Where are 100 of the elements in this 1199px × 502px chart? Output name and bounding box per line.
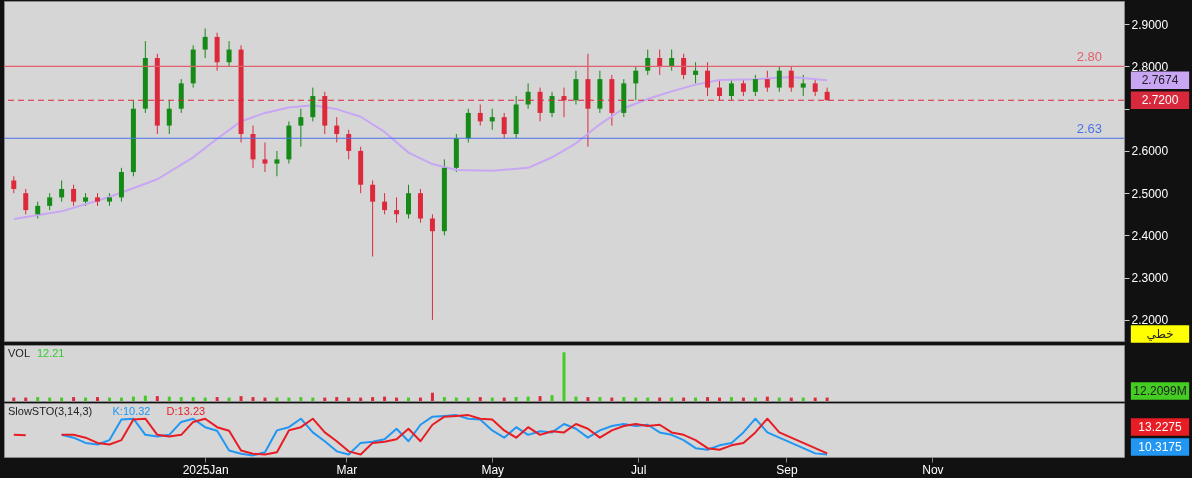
bar: [311, 397, 315, 401]
bar: [646, 397, 650, 401]
chart-title: SlowSTO(3,14,3): [8, 405, 93, 417]
bar: [586, 397, 590, 401]
text: 13.2275: [1138, 420, 1183, 434]
y-tick-label: 2.3000: [1131, 271, 1169, 286]
bar: [251, 397, 255, 401]
candlestick: [310, 87, 316, 122]
x-tick-label: Mar: [336, 462, 358, 477]
bar: [574, 396, 578, 401]
bar: [825, 397, 829, 401]
bar: [610, 397, 614, 401]
bar: [562, 352, 566, 401]
bar: [167, 396, 171, 401]
bar: [670, 397, 674, 401]
bar: [299, 397, 303, 401]
bar: [335, 397, 339, 401]
x-tick-label: Jul: [630, 462, 647, 477]
candlestick: [681, 53, 687, 80]
bar: [227, 397, 231, 401]
candlestick: [788, 65, 794, 93]
bar: [179, 397, 183, 401]
candlestick: [693, 61, 699, 84]
candlestick: [489, 108, 495, 131]
bar: [383, 396, 387, 401]
bar: [538, 396, 542, 401]
candlestick: [645, 49, 651, 76]
candlestick: [202, 27, 208, 59]
bar: [287, 397, 291, 401]
bar: [119, 397, 123, 401]
bar: [729, 397, 733, 401]
bar: [215, 397, 219, 401]
bar: [347, 397, 351, 401]
bar: [658, 397, 662, 401]
bar: [323, 397, 327, 401]
bar: [718, 397, 721, 401]
bar: [514, 397, 518, 401]
bar: [741, 397, 745, 401]
candlestick: [705, 61, 711, 97]
x-tick-label: 2025Jan: [182, 462, 229, 477]
bar: [490, 397, 494, 401]
bar: [48, 397, 52, 401]
candlestick: [501, 112, 507, 139]
candlestick: [429, 213, 435, 321]
bar: [682, 397, 686, 401]
bar: [430, 392, 434, 401]
text: 12.2099M: [1133, 384, 1187, 398]
candlestick: [776, 65, 782, 93]
candlestick: [764, 70, 770, 93]
bar: [777, 397, 781, 401]
bar: [598, 397, 602, 401]
bar: [143, 395, 147, 401]
bar: [765, 396, 769, 401]
bar: [359, 397, 363, 401]
candlestick: [406, 184, 411, 220]
bar: [706, 397, 710, 401]
bar: [694, 397, 698, 401]
candlestick: [728, 78, 734, 101]
bar: [466, 397, 470, 401]
text: 10.3175: [1138, 440, 1183, 454]
candlestick: [262, 141, 268, 173]
bar: [550, 395, 554, 401]
candlestick: [657, 49, 663, 76]
y-tick-label: 2.5000: [1131, 186, 1169, 201]
bar: [634, 397, 638, 401]
candlestick: [382, 192, 388, 215]
candlestick: [669, 49, 675, 72]
bar: [36, 397, 40, 401]
candlestick: [633, 65, 639, 101]
bar: [12, 397, 16, 401]
candlestick: [525, 82, 531, 110]
candlestick: [394, 196, 400, 224]
ref-line-label: 2.7200: [1141, 93, 1179, 108]
bar: [275, 397, 279, 401]
candlestick: [334, 116, 340, 143]
bar: [84, 397, 88, 401]
bar: [191, 397, 195, 401]
bar: [96, 397, 100, 401]
bar: [155, 396, 159, 401]
bar: [107, 397, 111, 401]
bar: [813, 397, 817, 401]
bar: [203, 397, 207, 401]
bar: [454, 397, 458, 401]
candlestick: [71, 184, 77, 207]
bar: [478, 397, 482, 401]
bar: [526, 396, 530, 401]
bar: [442, 397, 446, 401]
bar: [789, 397, 793, 401]
candlestick: [274, 150, 280, 177]
text: 2.7674: [1141, 73, 1179, 88]
candlestick: [370, 180, 376, 258]
ref-line-label: 2.63: [1076, 121, 1102, 137]
bar: [418, 397, 422, 401]
candlestick: [166, 99, 172, 135]
candlestick: [226, 40, 232, 67]
candlestick: [573, 70, 579, 105]
candlestick: [549, 91, 555, 118]
text: خطي: [1146, 327, 1174, 341]
bar: [24, 397, 28, 401]
bar: [753, 397, 757, 401]
